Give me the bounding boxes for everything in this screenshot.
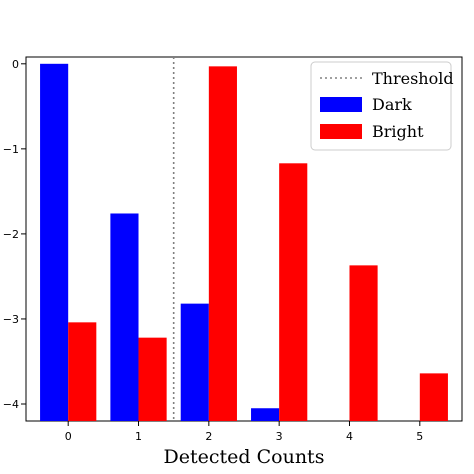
x-tick-label: 4 bbox=[346, 430, 353, 443]
bar-dark-1 bbox=[110, 213, 139, 421]
legend-dark-swatch bbox=[320, 97, 362, 112]
y-axis: 0 −1 −2 −3 −4 bbox=[3, 58, 26, 411]
y-tick-label: 0 bbox=[12, 58, 19, 71]
legend: Threshold Dark Bright bbox=[310, 61, 454, 151]
bar-bright-1 bbox=[138, 337, 167, 421]
bar-bright-0 bbox=[68, 322, 97, 421]
x-tick-label: 0 bbox=[65, 430, 72, 443]
legend-bright-label: Bright bbox=[372, 122, 424, 141]
legend-dark-label: Dark bbox=[372, 95, 412, 114]
x-tick-label: 2 bbox=[205, 430, 212, 443]
bars-layer bbox=[40, 63, 448, 422]
bar-dark-0 bbox=[40, 63, 69, 421]
x-axis: 0 1 2 3 4 5 bbox=[65, 421, 423, 443]
x-tick-label: 5 bbox=[416, 430, 423, 443]
legend-threshold-label: Threshold bbox=[372, 69, 454, 88]
legend-bright-swatch bbox=[320, 124, 362, 139]
bar-bright-5 bbox=[419, 373, 448, 421]
y-tick-label: −2 bbox=[3, 228, 19, 241]
bar-dark-2 bbox=[180, 303, 209, 421]
plot-frame bbox=[25, 56, 463, 422]
y-tick-label: −4 bbox=[3, 398, 19, 411]
bar-bright-2 bbox=[208, 66, 237, 422]
bar-bright-4 bbox=[349, 265, 378, 421]
y-tick-label: −3 bbox=[3, 313, 19, 326]
bar-bright-3 bbox=[279, 163, 308, 421]
bar-dark-3 bbox=[251, 408, 280, 421]
x-tick-label: 1 bbox=[135, 430, 142, 443]
x-tick-label: 3 bbox=[276, 430, 283, 443]
y-tick-label: −1 bbox=[3, 143, 19, 156]
x-axis-title: Detected Counts bbox=[164, 446, 325, 468]
